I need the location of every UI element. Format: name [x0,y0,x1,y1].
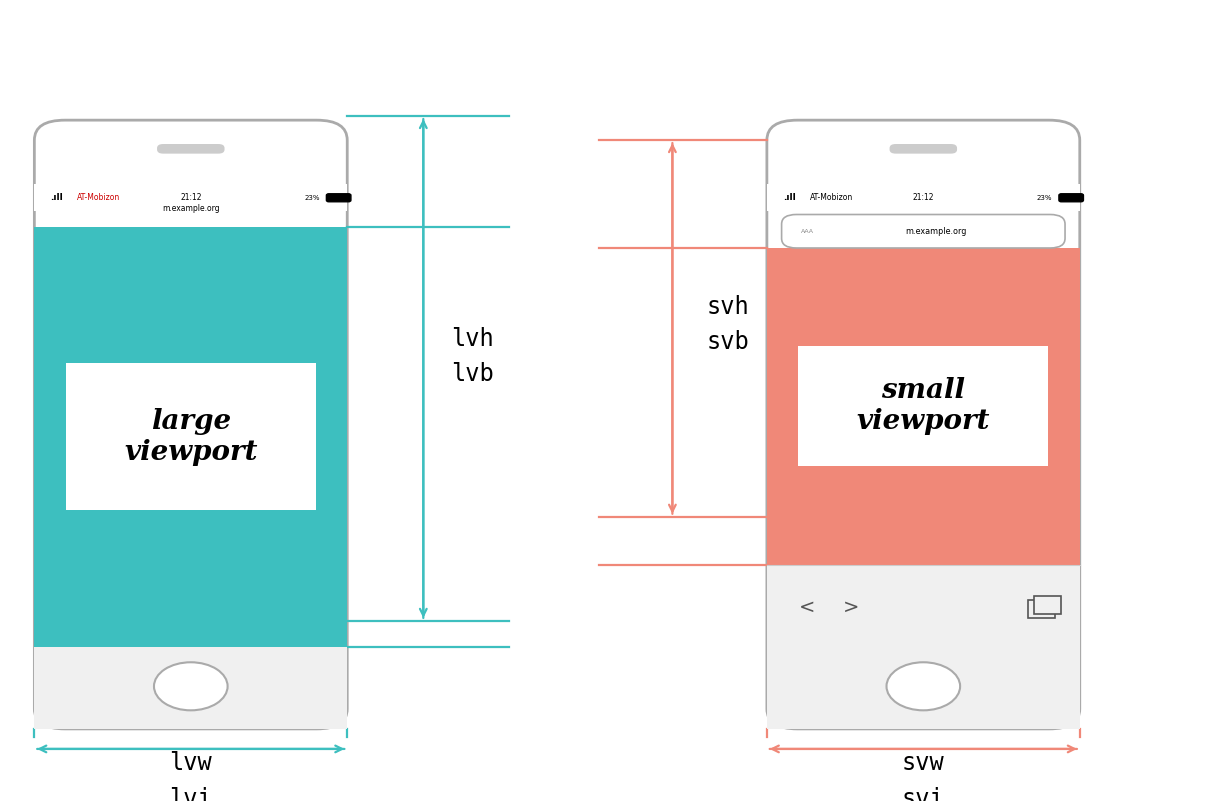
FancyBboxPatch shape [890,144,957,154]
Text: .ıll: .ıll [783,193,795,203]
Text: lvw
lvi: lvw lvi [169,751,211,801]
Text: 21:12: 21:12 [180,193,201,203]
Text: lvh
lvb: lvh lvb [452,327,493,386]
Text: m.example.org: m.example.org [162,204,220,213]
Circle shape [886,662,960,710]
Bar [798,346,1048,466]
Text: 23%: 23% [1037,195,1053,201]
Bar [34,184,347,211]
Bar [34,227,347,646]
Text: 23%: 23% [304,195,320,201]
Text: large
viewport: large viewport [124,408,258,466]
Text: AAA: AAA [801,229,815,234]
FancyBboxPatch shape [767,120,1080,729]
Bar [767,565,1080,650]
FancyBboxPatch shape [34,120,347,729]
FancyBboxPatch shape [1059,194,1083,202]
Circle shape [153,662,228,710]
FancyBboxPatch shape [157,144,225,154]
Text: svh
svb: svh svb [707,295,748,354]
Text: >: > [843,598,860,617]
FancyBboxPatch shape [326,194,351,202]
Bar [767,248,1080,565]
Bar [767,184,1080,211]
Text: svw
svi: svw svi [902,751,944,801]
Text: AT-Mobizon: AT-Mobizon [77,193,120,203]
Bar [1028,600,1055,618]
Bar [767,650,1080,729]
Text: small
viewport: small viewport [856,377,990,436]
Bar [34,646,347,729]
FancyBboxPatch shape [782,215,1065,248]
Text: 21:12: 21:12 [913,193,934,203]
Bar [65,363,315,510]
Text: .ıll: .ıll [50,193,63,203]
Text: <: < [799,598,816,617]
Text: AT-Mobizon: AT-Mobizon [810,193,853,203]
Bar [1034,596,1061,614]
Text: m.example.org: m.example.org [904,227,967,235]
